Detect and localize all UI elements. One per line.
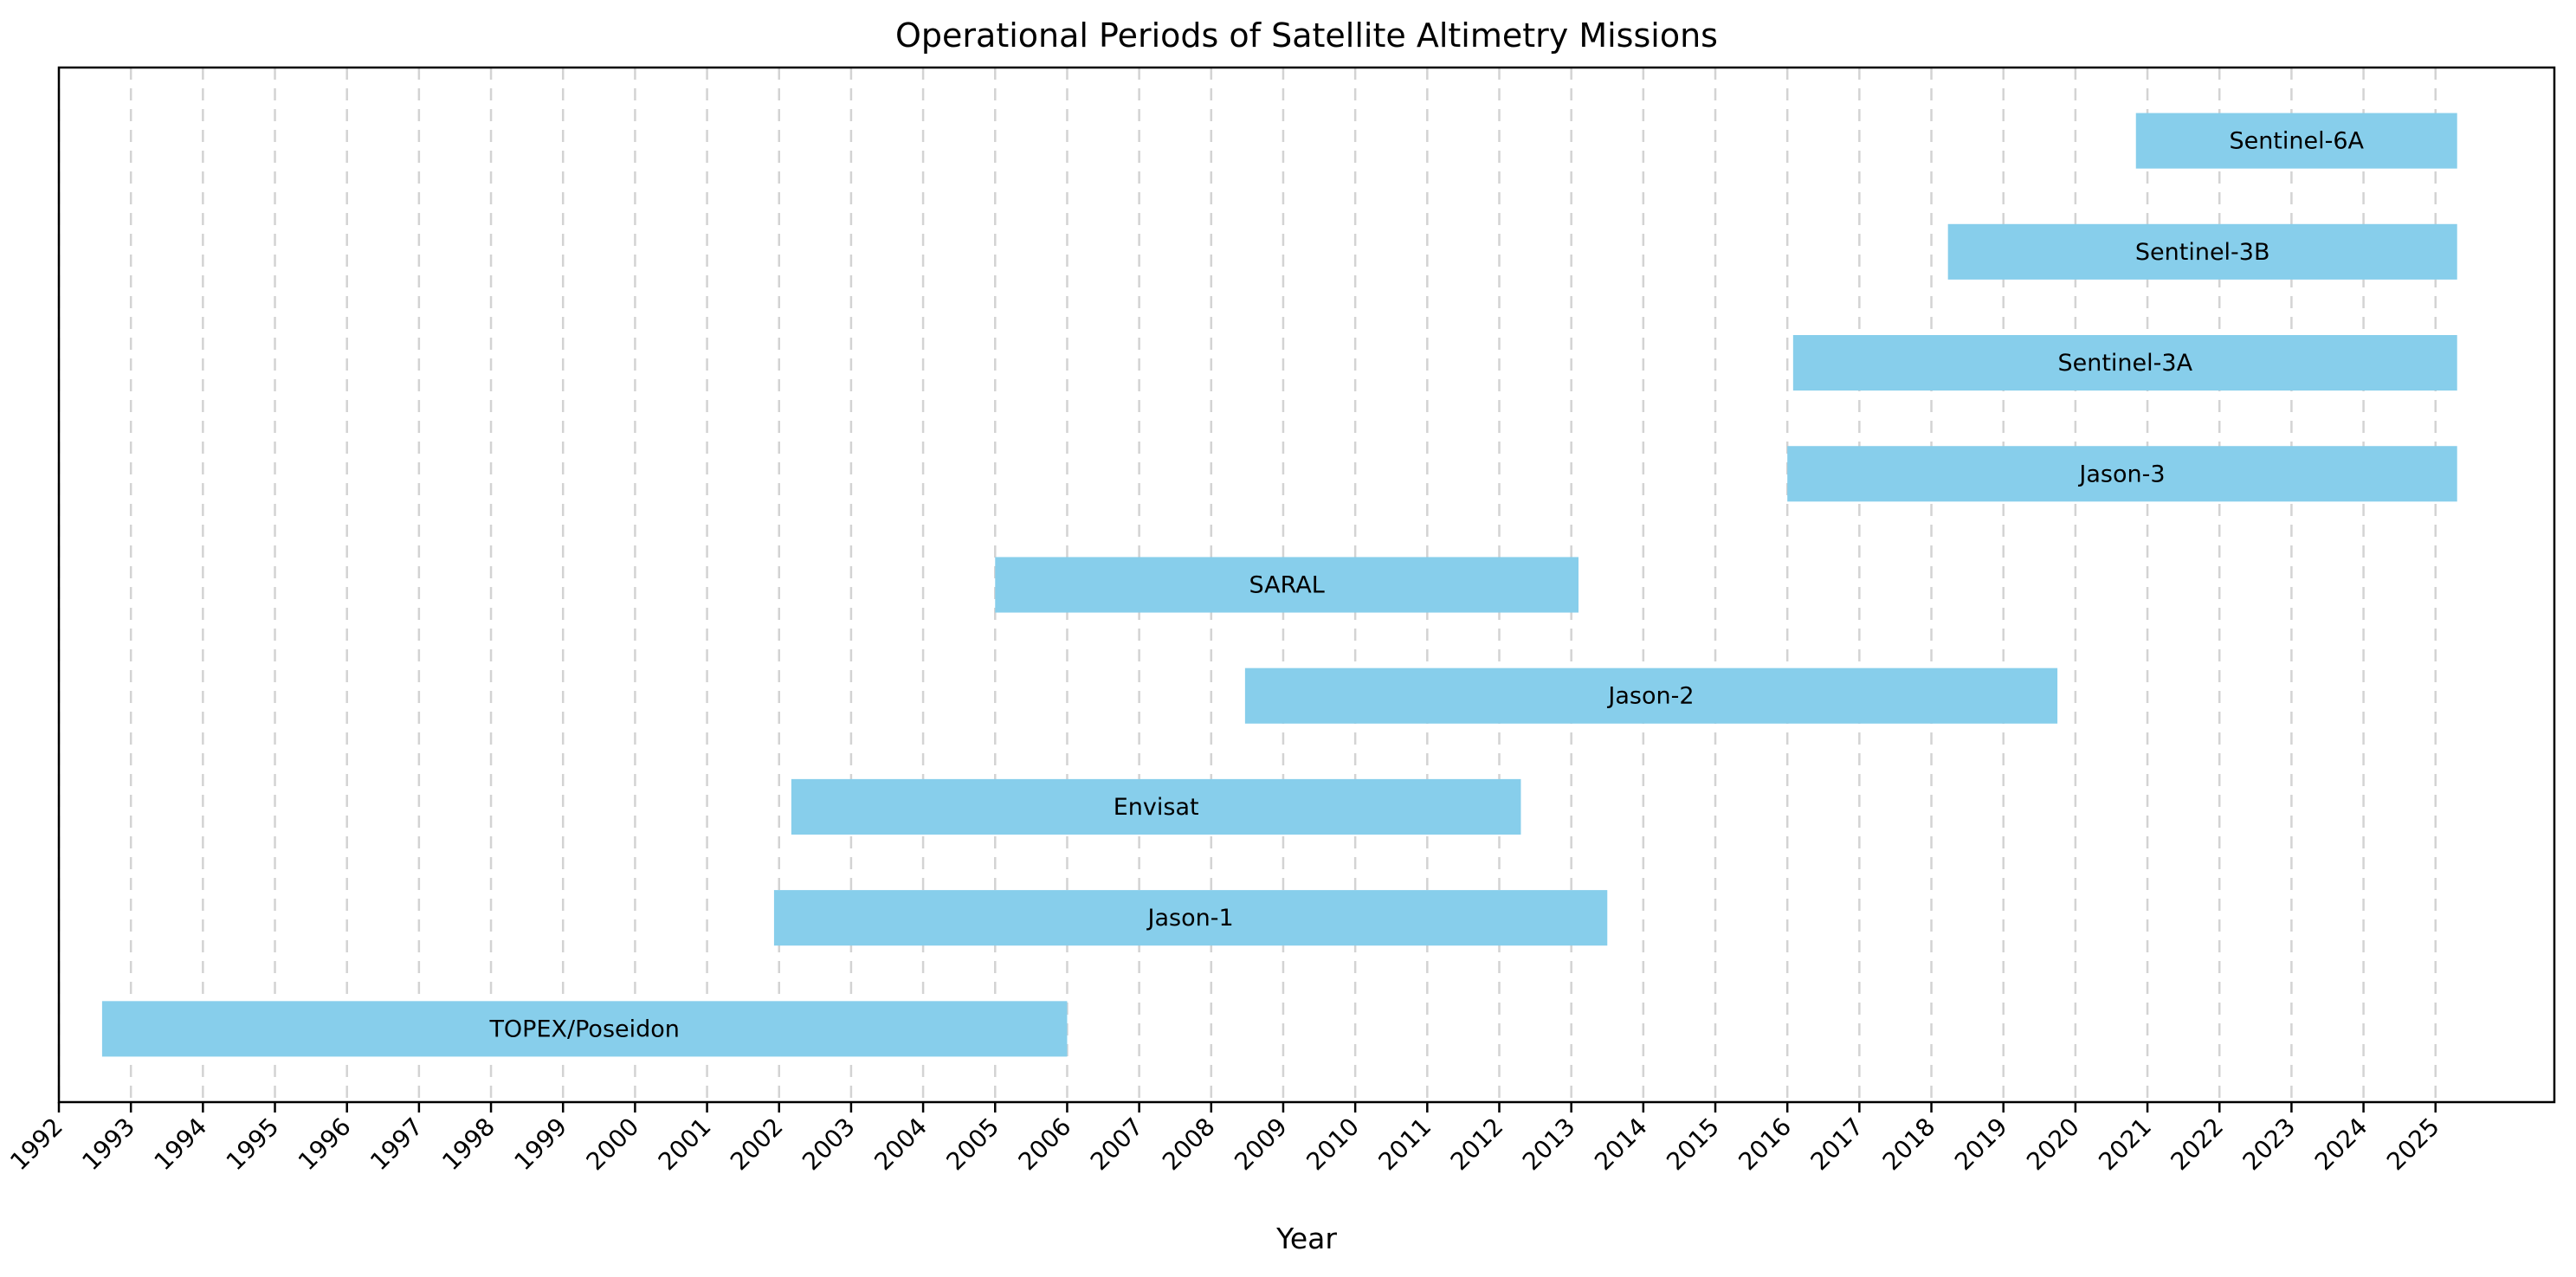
mission-bar [791,778,1521,835]
mission-bar [1787,446,2457,502]
mission-label: TOPEX/Poseidon [488,1016,679,1042]
mission-label: Jason-2 [1606,683,1694,710]
mission-bar [773,890,1608,946]
mission-bar [1244,668,2058,724]
mission-bar [2135,113,2457,169]
mission-label: Envisat [1114,794,1199,821]
mission-label: Sentinel-6A [2229,128,2364,155]
bars [101,113,2457,1057]
mission-label: Sentinel-3B [2135,239,2270,266]
mission-label: Sentinel-3A [2057,350,2192,377]
mission-bar [1792,335,2457,391]
mission-label: Jason-1 [1146,905,1234,932]
mission-label: Jason-3 [2077,461,2165,487]
mission-bar [995,557,1579,613]
chart-title: Operational Periods of Satellite Altimet… [895,16,1718,55]
mission-label: SARAL [1249,572,1324,599]
x-axis-label: Year [1275,1222,1337,1255]
mission-bar [1947,223,2457,280]
bar-labels: TOPEX/Poseidon Jason-1 Envisat Jason-2 SARAL… [488,128,2364,1043]
axes-frame [57,66,2556,1104]
mission-bar [101,1001,1068,1057]
